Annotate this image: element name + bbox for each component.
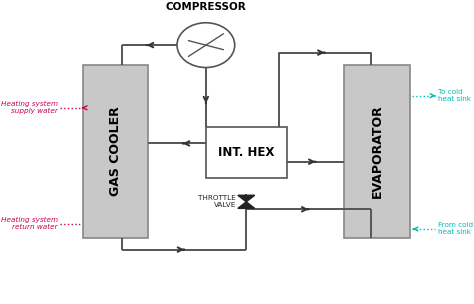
Text: Heating system
return water: Heating system return water — [0, 217, 58, 230]
Text: From cold
heat sink: From cold heat sink — [438, 223, 473, 236]
Text: Heating system
supply water: Heating system supply water — [0, 101, 58, 114]
Circle shape — [177, 23, 235, 67]
Bar — [345, 64, 410, 238]
Text: COMPRESSOR: COMPRESSOR — [165, 2, 246, 12]
Bar — [83, 64, 148, 238]
Text: GAS COOLER: GAS COOLER — [109, 106, 122, 196]
Polygon shape — [238, 195, 255, 202]
Polygon shape — [238, 202, 255, 209]
Text: INT. HEX: INT. HEX — [218, 146, 274, 159]
Text: EVAPORATOR: EVAPORATOR — [371, 104, 383, 198]
Text: THROTTLE
VALVE: THROTTLE VALVE — [198, 195, 236, 208]
Text: To cold
heat sink: To cold heat sink — [438, 89, 471, 102]
Bar — [206, 127, 287, 178]
